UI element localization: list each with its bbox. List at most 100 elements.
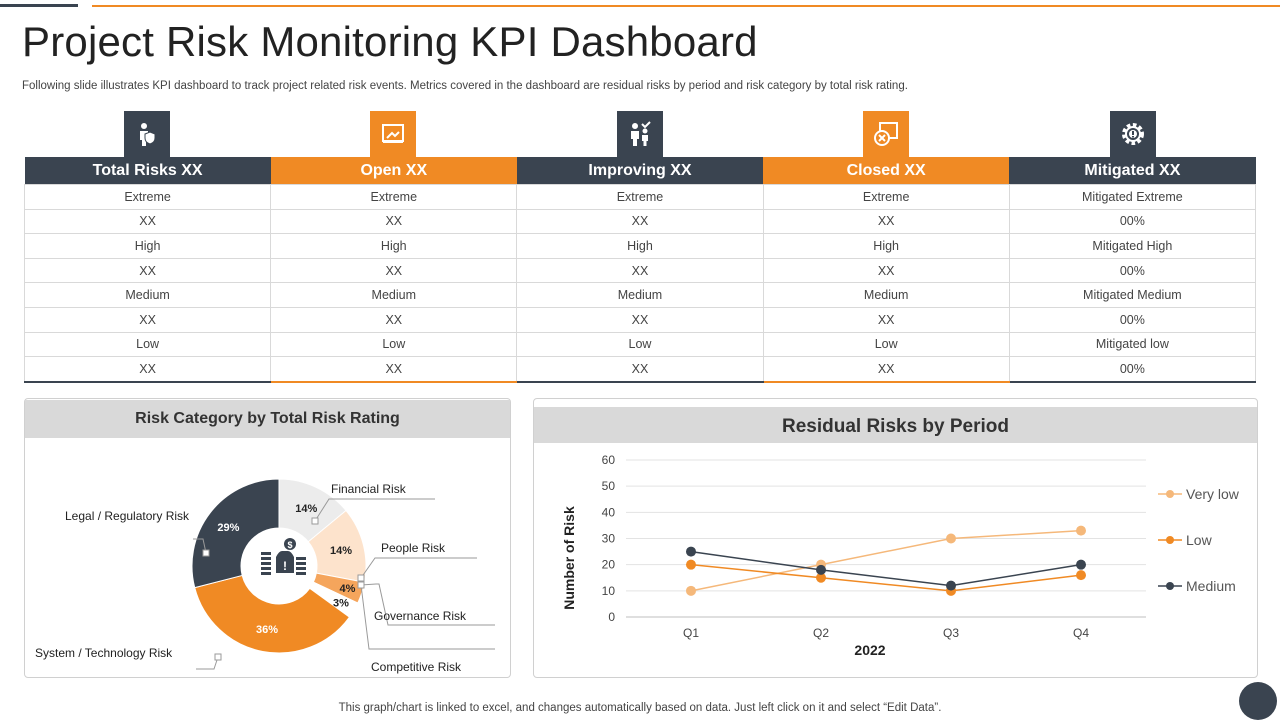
table-cell: Low [762,331,1010,358]
table-cell: Medium [516,282,764,308]
y-tick-label: 30 [602,532,616,546]
footer-note: This graph/chart is linked to excel, and… [338,702,942,714]
callout-marker [202,549,210,557]
table-row: XX XX XX XX 00% [23,356,1257,383]
kpi-table-header: Total Risks XX Open XX Improving XX Clos… [24,157,1256,185]
x-tick-label: Q3 [943,626,959,640]
callout-line-competitive [360,584,495,650]
slice-value-label: 14% [295,503,317,515]
table-cell: Medium [270,282,518,308]
data-point [1076,525,1086,536]
y-tick-label: 40 [602,505,616,519]
table-cell: Mitigated low [1008,331,1257,358]
data-point [686,559,696,570]
money-bags-icon: $ ! [261,538,306,575]
table-cell: 00% [1008,257,1257,284]
svg-text:$: $ [287,540,292,550]
slice-label-system: System / Technology Risk [35,646,173,660]
table-cell: High [516,233,764,259]
x-tick-label: Q1 [683,626,699,640]
table-cell: XX [762,257,1010,284]
slice-label-people: People Risk [381,541,446,555]
slice-value-label: 36% [256,624,278,636]
callout-line-financial [314,498,435,522]
y-tick-label: 20 [602,558,616,572]
table-cell: XX [23,306,272,333]
header-mitigated: Mitigated XX [1009,157,1256,185]
top-accent-dark [0,4,78,7]
legend-marker [1166,536,1174,544]
table-cell: XX [516,208,764,235]
donut-chart-title: Risk Category by Total Risk Rating [25,400,510,438]
data-point [946,533,956,544]
legend-label: Low [1186,532,1213,548]
series-line-medium [690,550,1082,587]
donut-chart-panel: Risk Category by Total Risk Rating $ ! 1… [24,398,511,678]
table-cell: High [762,233,1010,259]
legend-marker [1166,490,1174,498]
legend-label: Medium [1186,578,1236,594]
nav-circle-button[interactable] [1239,682,1277,720]
data-point [1076,570,1086,581]
x-tick-label: Q4 [1073,626,1089,640]
slice-label-competitive: Competitive Risk [371,660,462,674]
table-row: High High High High Mitigated High [23,233,1257,259]
table-cell: Low [516,331,764,358]
table-cell: Low [270,331,518,358]
data-point [946,580,956,591]
data-point [686,546,696,557]
callout-line-people [360,557,477,579]
callout-marker [357,581,365,589]
table-cell: XX [516,356,764,383]
header-improving: Improving XX [516,157,764,185]
header-open: Open XX [270,157,517,185]
header-closed: Closed XX [763,157,1010,185]
slice-value-label: 14% [330,545,352,557]
open-folder-icon [370,111,416,157]
callout-marker [357,574,365,582]
donut-chart: $ ! 14% 14% 4% 3% 36% 29% Financial Risk Peop… [35,478,495,674]
y-tick-label: 10 [602,584,616,598]
callout-marker [311,517,319,525]
gear-icon [1110,111,1156,157]
header-total-risks: Total Risks XX [24,157,271,185]
table-cell: XX [516,306,764,333]
table-cell: XX [270,257,518,284]
table-cell: XX [762,356,1010,383]
data-point [1076,559,1086,570]
table-cell: 00% [1008,356,1257,383]
data-point [816,564,826,575]
improving-people-icon [617,111,663,157]
slice-value-label: 4% [340,583,356,595]
table-cell: XX [23,208,272,235]
page-subtitle: Following slide illustrates KPI dashboar… [22,80,908,92]
series-line-very-low [690,529,1082,592]
x-tick-label: Q2 [813,626,829,640]
legend-marker [1166,582,1174,590]
y-tick-label: 60 [602,453,616,467]
user-shield-icon [124,111,170,157]
table-row: Extreme Extreme Extreme Extreme Mitigate… [23,184,1257,210]
callout-marker [214,653,222,661]
table-cell: 00% [1008,306,1257,333]
top-accent-orange [92,5,1280,7]
data-point [686,585,696,596]
table-row: Low Low Low Low Mitigated low [23,331,1257,358]
table-cell: 00% [1008,208,1257,235]
table-cell: XX [270,356,518,383]
table-cell: Extreme [516,184,764,210]
slice-value-label: 3% [333,598,349,610]
y-tick-label: 0 [608,610,615,624]
table-cell: Mitigated Medium [1008,282,1257,308]
series-line-low [690,563,1082,592]
table-cell: Extreme [762,184,1010,210]
table-cell: Mitigated Extreme [1008,184,1257,210]
table-row: XX XX XX XX 00% [23,257,1257,284]
closed-x-icon [863,111,909,157]
page-title: Project Risk Monitoring KPI Dashboard [22,18,758,65]
slice-label-legal: Legal / Regulatory Risk [65,509,190,523]
table-cell: Medium [23,282,272,308]
x-axis-label: 2022 [854,642,885,658]
table-cell: XX [270,306,518,333]
table-row: XX XX XX XX 00% [23,306,1257,333]
